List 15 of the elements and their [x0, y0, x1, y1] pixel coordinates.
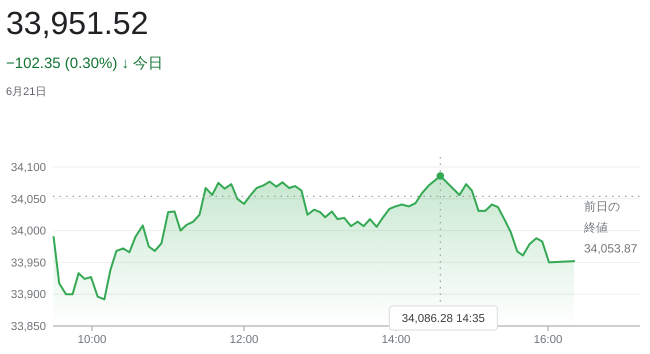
- y-tick-label: 34,100: [10, 162, 46, 174]
- x-tick-label: 14:00: [382, 334, 410, 346]
- chart-title: 33,951.52: [6, 5, 148, 41]
- x-tick-label: 16:00: [534, 334, 562, 346]
- y-tick-label: 33,850: [10, 321, 46, 333]
- y-tick-label: 34,050: [10, 194, 46, 206]
- text: 6月21日: [6, 86, 46, 98]
- annotation: 34,086.28 14:35: [402, 313, 485, 325]
- chart-subtitle: −102.35 (0.30%) ↓ 今日: [6, 55, 164, 72]
- x-tick-label: 12:00: [230, 334, 258, 346]
- ref-line-label: 前日の終値34,053.87: [583, 199, 638, 256]
- y-tick-label: 33,900: [10, 289, 46, 302]
- y-tick-label: 34,000: [10, 226, 46, 238]
- x-tick-label: 10:00: [78, 334, 106, 346]
- y-tick-label: 33,950: [10, 257, 46, 270]
